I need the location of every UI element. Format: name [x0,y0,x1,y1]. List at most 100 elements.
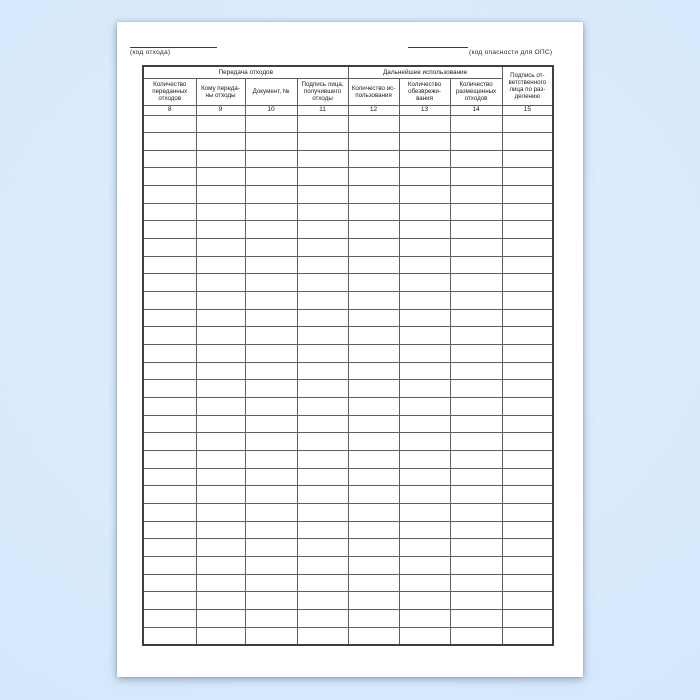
table-cell [244,132,298,151]
table-cell [347,591,400,610]
column-number-13: 13 [398,104,451,116]
table-cell [296,167,349,187]
table-cell [195,467,246,487]
table-cell [195,255,246,275]
table-cell [449,326,503,346]
table-cell [296,432,349,451]
table-cell [142,608,197,628]
table-cell [195,626,246,646]
table-cell [195,449,246,469]
table-cell [347,167,400,187]
table-cell [244,202,298,222]
column-header-11: Подпись лица, получившего отходы [296,77,349,106]
table-cell [501,432,554,451]
table-cell [398,238,451,257]
table-cell [449,432,503,451]
column-header-9: Кому переда- ны отходы [195,77,246,106]
table-row [142,167,554,187]
table-cell [347,220,400,240]
table-cell [244,238,298,257]
table-cell [296,326,349,346]
table-cell [449,538,503,557]
hazard-code-fill-line [408,47,468,48]
table-cell [296,520,349,540]
table-cell [296,114,349,134]
column-number-10: 10 [244,104,298,116]
table-cell [449,449,503,469]
table-cell [296,573,349,593]
table-cell [195,591,246,610]
column-header-13: Количество обезврежи- вания [398,77,451,106]
table-cell [244,291,298,310]
table-cell [449,132,503,151]
table-cell [195,220,246,240]
table-cell [244,449,298,469]
table-cell [347,344,400,363]
table-cell [347,379,400,398]
table-row [142,255,554,275]
table-cell [142,573,197,593]
table-cell [142,202,197,222]
table-row [142,185,554,204]
table-row [142,361,554,381]
table-row [142,238,554,257]
table-cell [347,538,400,557]
table-cell [296,344,349,363]
table-cell [449,555,503,575]
table-cell [296,308,349,328]
table-cell [398,432,451,451]
table-row [142,132,554,151]
table-header: Передача отходов Дальнейшее использовани… [142,65,554,116]
table-cell [347,361,400,381]
table-cell [244,520,298,540]
table-cell [347,114,400,134]
table-cell [398,167,451,187]
table-cell [142,291,197,310]
table-row [142,149,554,169]
table-cell [195,573,246,593]
table-row [142,273,554,293]
table-cell [398,414,451,434]
table-cell [195,132,246,151]
table-row [142,467,554,487]
table-cell [142,238,197,257]
table-cell [296,485,349,504]
table-cell [501,573,554,593]
table-row [142,485,554,504]
table-cell [347,432,400,451]
table-cell [142,132,197,151]
table-cell [347,608,400,628]
table-cell [195,185,246,204]
table-cell [449,485,503,504]
table-cell [142,149,197,169]
table-cell [501,361,554,381]
table-cell [449,608,503,628]
table-row [142,502,554,522]
group-header-further-use: Дальнейшее использование [347,65,503,79]
table-cell [347,555,400,575]
table-cell [398,308,451,328]
table-cell [501,291,554,310]
table-cell [244,626,298,646]
table-cell [449,308,503,328]
table-cell [244,308,298,328]
table-cell [501,502,554,522]
table-row [142,449,554,469]
table-cell [449,397,503,416]
table-cell [244,255,298,275]
table-row [142,520,554,540]
table-cell [195,149,246,169]
table-cell [244,432,298,451]
table-cell [501,326,554,346]
table-cell [501,114,554,134]
table-cell [296,414,349,434]
table-cell [501,538,554,557]
table-cell [195,485,246,504]
table-cell [244,485,298,504]
table-cell [142,467,197,487]
table-cell [347,273,400,293]
column-header-10: Документ, № [244,77,298,106]
table-cell [398,379,451,398]
table-cell [347,414,400,434]
table-cell [244,555,298,575]
